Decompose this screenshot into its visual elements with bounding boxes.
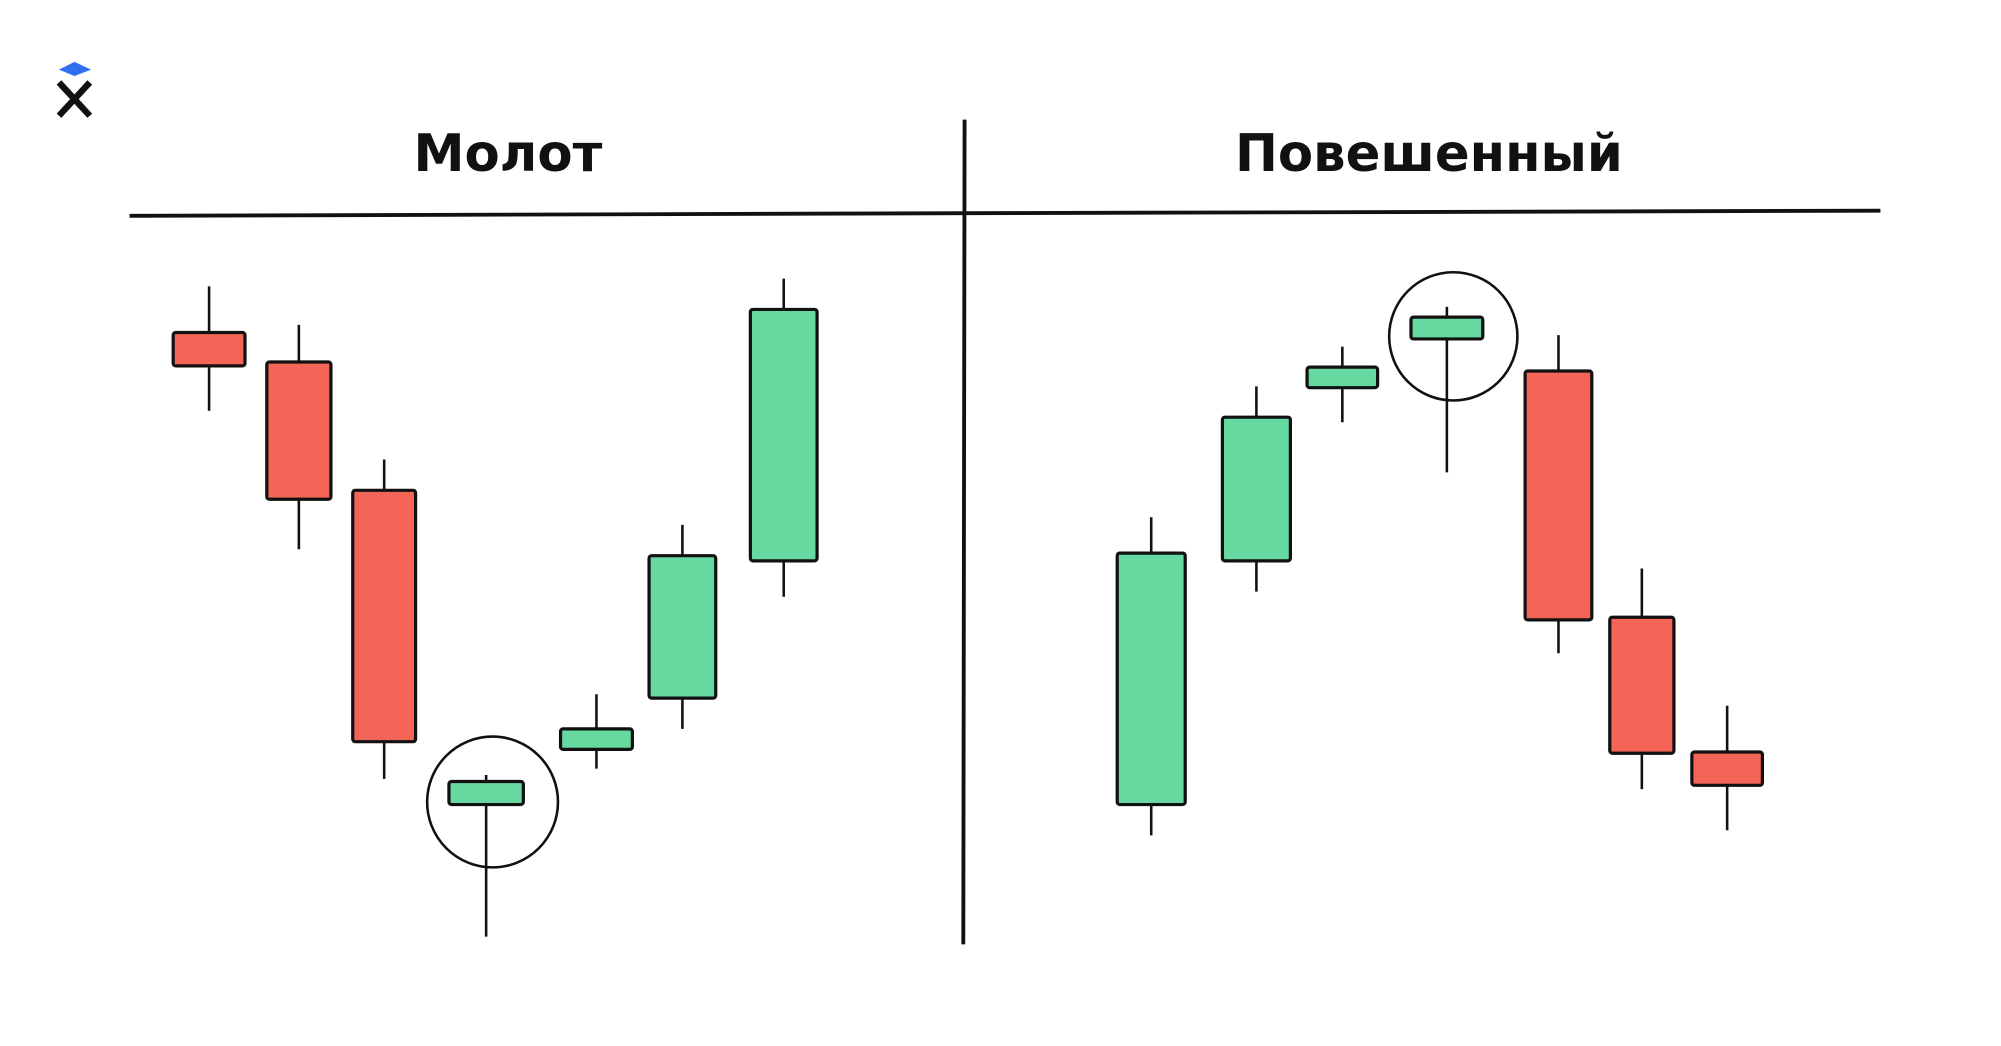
candle-body [1690,750,1765,787]
candle-body [647,554,718,700]
candle-body [351,488,418,744]
logo-x [56,80,93,118]
divider-left [129,211,965,218]
candle-body [1523,369,1594,622]
candle-body [1305,365,1380,390]
candle-body [1409,315,1485,341]
candle-body [1115,551,1187,807]
candle-body [171,330,247,368]
panel-title: Повешенный [1235,124,1623,184]
candles [171,270,1765,937]
panel-title: Молот [414,124,603,184]
divider-vertical [961,119,967,945]
candle-body [265,360,333,501]
divider-right [964,208,1881,216]
candle-body [558,727,634,751]
highlight-circle [425,735,560,869]
highlight-circle [1387,270,1519,402]
logo-cap [59,61,92,76]
candle-body [447,779,525,807]
candle-body [1608,615,1676,755]
candle-body [748,307,819,563]
logo [56,61,93,118]
candle-body [1220,415,1292,563]
